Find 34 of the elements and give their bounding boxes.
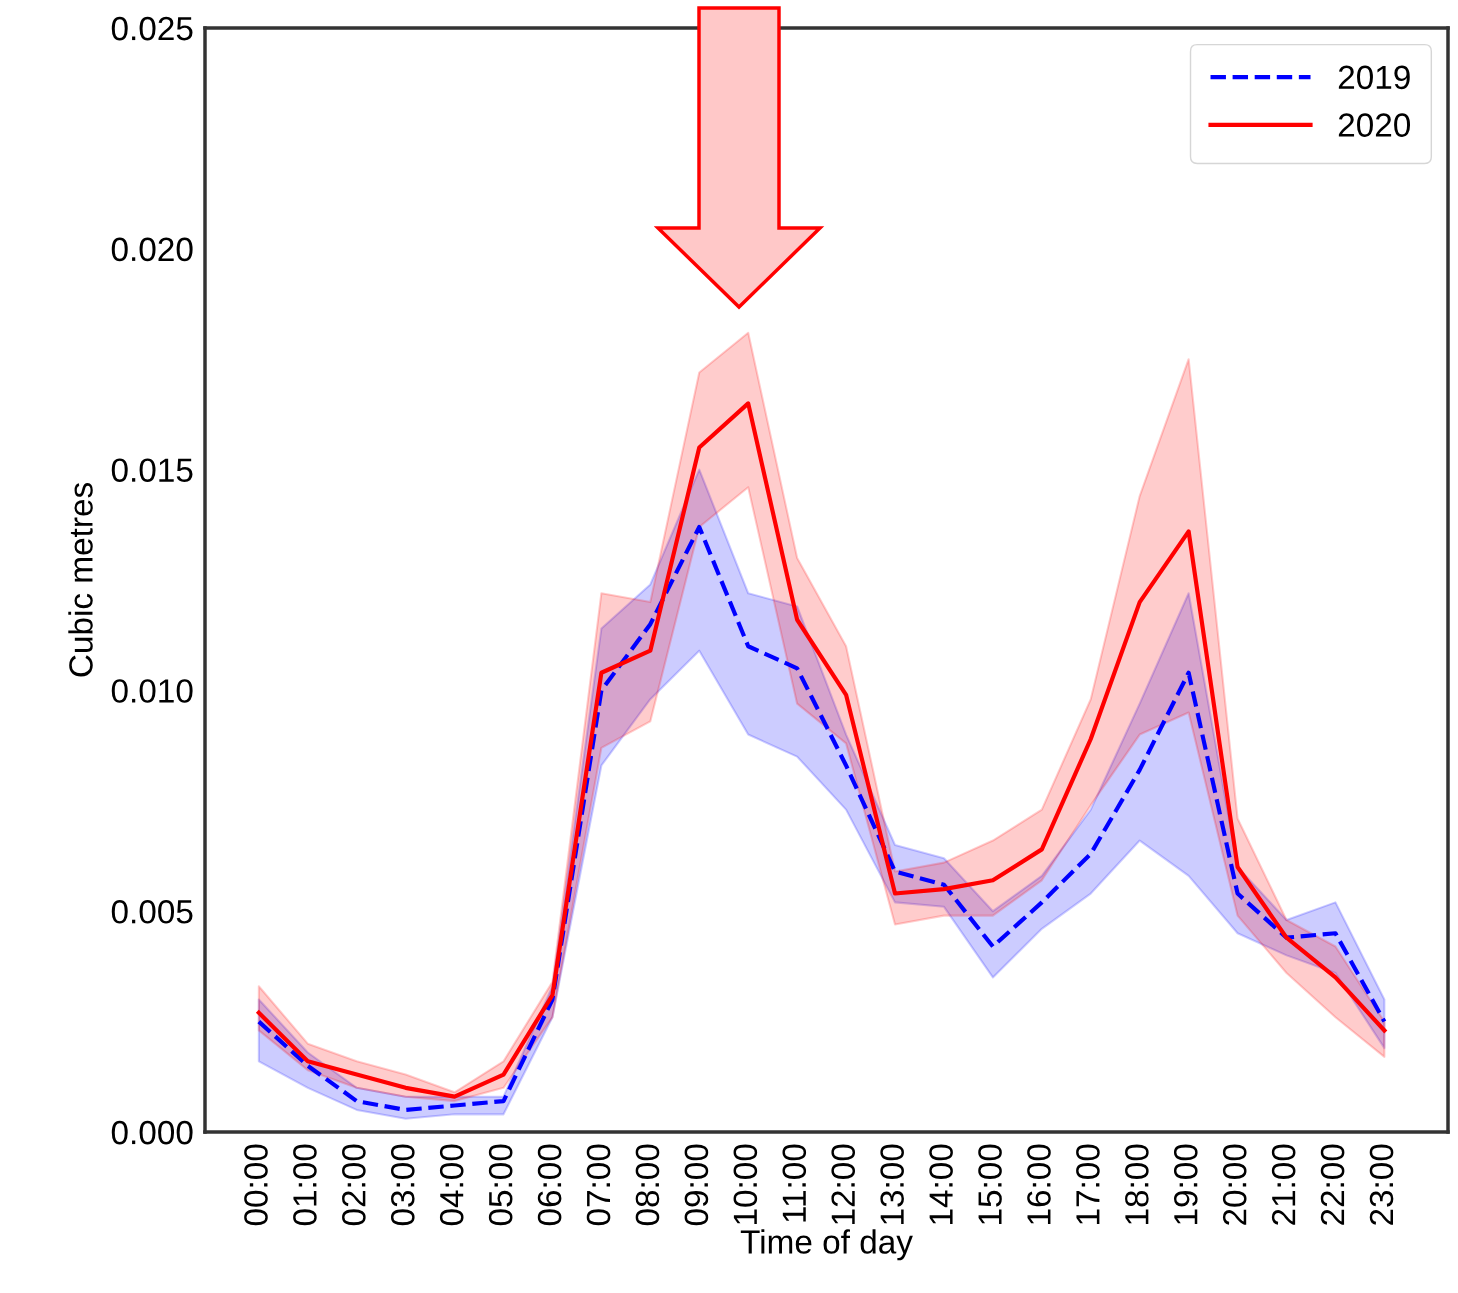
legend-label: 2020	[1338, 113, 1411, 137]
x-tick-label: 21:00	[1271, 1144, 1296, 1225]
x-tick-label: 19:00	[1173, 1144, 1198, 1224]
x-tick-label: 06:00	[537, 1144, 562, 1226]
y-tick-label: 0.005	[111, 900, 193, 924]
x-tick-label: 20:00	[1222, 1144, 1247, 1225]
x-tick-label: 13:00	[880, 1144, 904, 1224]
x-tick-label: 14:00	[929, 1144, 953, 1224]
x-tick-label: 22:00	[1320, 1144, 1345, 1225]
x-tick-label: 11:00	[782, 1144, 807, 1222]
x-axis-title: Time of day	[740, 1229, 913, 1261]
x-tick-label: 02:00	[342, 1144, 366, 1226]
x-tick-label: 04:00	[439, 1144, 464, 1226]
y-tick-label: 0.010	[111, 679, 193, 703]
x-tick-label: 18:00	[1125, 1144, 1149, 1224]
y-axis-title: Cubic metres	[68, 483, 93, 677]
y-tick-label: 0.020	[111, 237, 193, 262]
y-tick-label: 0.025	[111, 16, 193, 41]
x-tick-label: 17:00	[1076, 1144, 1100, 1224]
x-tick-label: 00:00	[244, 1144, 268, 1226]
x-tick-label: 12:00	[831, 1144, 856, 1224]
x-tick-label: 01:00	[293, 1144, 317, 1226]
x-tick-label: 15:00	[978, 1144, 1002, 1224]
x-tick-label: 07:00	[586, 1144, 611, 1226]
legend-label: 2019	[1338, 65, 1410, 90]
x-tick-label: 05:00	[488, 1144, 513, 1226]
x-tick-label: 08:00	[635, 1144, 660, 1226]
y-tick-label: 0.000	[111, 1120, 193, 1145]
x-tick-label: 10:00	[733, 1144, 758, 1224]
x-tick-label: 03:00	[390, 1144, 415, 1226]
x-tick-label: 16:00	[1027, 1144, 1051, 1224]
x-tick-label: 09:00	[684, 1144, 709, 1226]
y-tick-label: 0.015	[111, 458, 193, 483]
x-tick-label: 23:00	[1369, 1144, 1394, 1225]
